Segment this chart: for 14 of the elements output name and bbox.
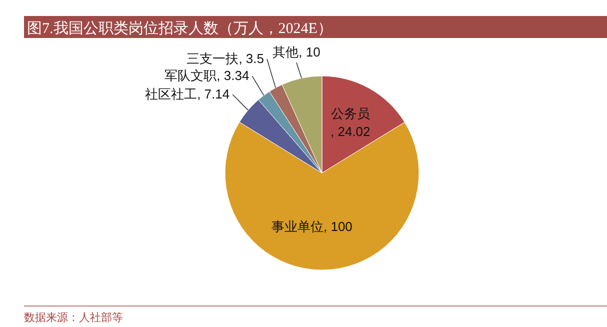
- source-note: 数据来源：人社部等: [24, 311, 123, 324]
- category-label: 其他: [272, 44, 299, 60]
- category-label: 事业单位: [272, 219, 324, 234]
- category-label: 公务员: [330, 106, 370, 122]
- data-label: , 10: [298, 44, 320, 60]
- chart-title: 图7.我国公职类岗位招录人数（万人，2024E）: [27, 20, 332, 37]
- category-label: 三支一扶: [186, 51, 239, 66]
- data-label: , 100: [324, 219, 352, 234]
- data-label: , 3.5: [238, 51, 264, 66]
- category-label: 军队文职: [164, 68, 217, 84]
- data-label: , 7.14: [197, 86, 230, 102]
- category-label: 社区社工: [145, 86, 198, 102]
- data-label: , 3.34: [216, 68, 250, 84]
- data-label: , 24.02: [330, 124, 370, 140]
